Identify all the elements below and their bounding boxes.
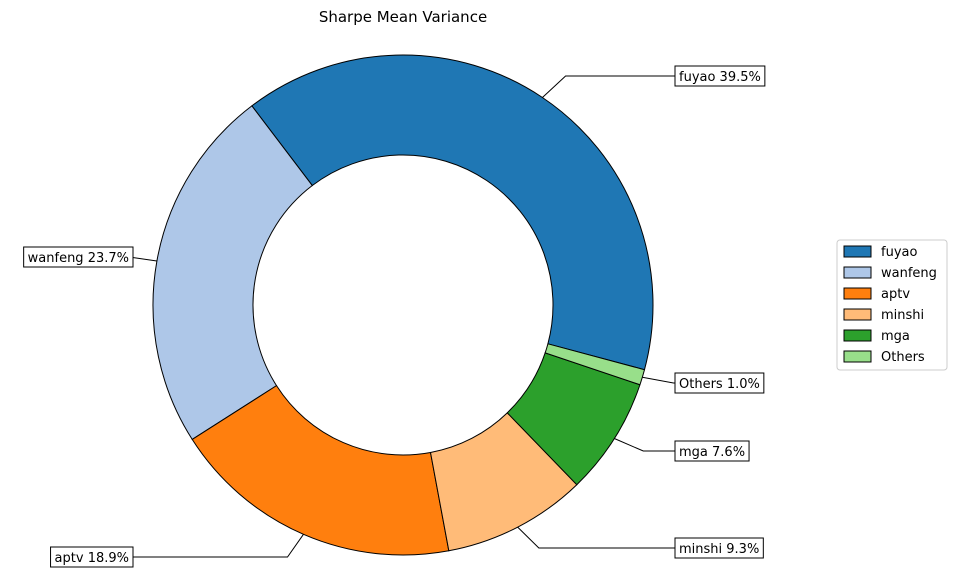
- legend-label-wanfeng: wanfeng: [881, 266, 937, 281]
- slice-label-box-fuyao: [674, 65, 766, 87]
- leader-line-minshi: [517, 526, 675, 549]
- slice-label-box-wanfeng: [23, 246, 134, 268]
- slice-label-mga: mga 7.6%: [679, 445, 745, 460]
- slice-label-box-aptv: [50, 546, 134, 568]
- donut-slices: [152, 54, 654, 556]
- slice-labels: fuyao 39.5% wanfeng 23.7% aptv 18.9% minshi…: [23, 65, 766, 568]
- leader-line-mga: [614, 438, 675, 452]
- chart-title: Sharpe Mean Variance: [319, 8, 487, 26]
- slice-label-aptv: aptv 18.9%: [55, 551, 129, 566]
- legend-label-others: Others: [881, 350, 925, 365]
- leader-line-aptv: [133, 534, 304, 558]
- legend-swatch-mga: [843, 329, 872, 342]
- slice-label-box-mga: [674, 440, 750, 462]
- slice-label-box-minshi: [674, 537, 764, 559]
- slice-label-wanfeng: wanfeng 23.7%: [28, 251, 129, 266]
- legend-swatch-wanfeng: [843, 266, 872, 279]
- slice-fuyao: [251, 54, 654, 371]
- legend-swatch-minshi: [843, 308, 872, 321]
- legend-label-aptv: aptv: [881, 287, 910, 302]
- legend-swatch-fuyao: [843, 245, 872, 258]
- legend-label-mga: mga: [881, 329, 910, 344]
- leader-line-others: [642, 376, 675, 384]
- slice-aptv: [191, 384, 450, 556]
- legend-swatch-aptv: [843, 287, 872, 300]
- legend-items: fuyao wanfeng aptv minshi mga Others: [843, 245, 937, 365]
- slice-wanfeng: [152, 105, 314, 441]
- legend-swatch-others: [843, 350, 872, 363]
- slice-label-minshi: minshi 9.3%: [679, 542, 759, 557]
- legend: fuyao wanfeng aptv minshi mga Others: [836, 239, 948, 371]
- slice-label-others: Others 1.0%: [679, 377, 760, 392]
- slice-label-fuyao: fuyao 39.5%: [679, 70, 761, 85]
- slice-others: [544, 343, 646, 386]
- legend-label-fuyao: fuyao: [881, 245, 917, 260]
- leader-line-fuyao: [542, 75, 675, 98]
- legend-label-minshi: minshi: [881, 308, 924, 323]
- slice-label-box-others: [674, 372, 765, 394]
